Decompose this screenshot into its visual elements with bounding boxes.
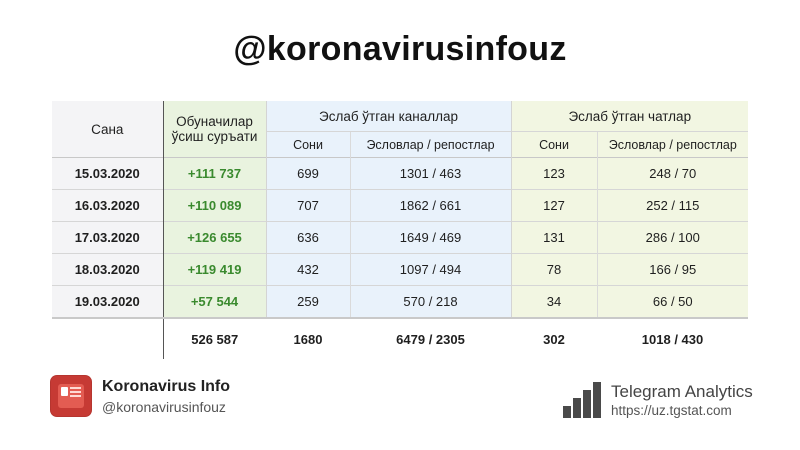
stats-table: Сана Обуначилар ўсиш суръати Эслаб ўтган…	[52, 101, 749, 359]
row-chats-mentions: 252 / 115	[596, 189, 749, 222]
row-growth: +119 419	[162, 253, 267, 286]
total-chats-count: 302	[511, 317, 598, 359]
total-channels-count: 1680	[266, 317, 350, 359]
row-channels-mentions: 570 / 218	[349, 285, 512, 318]
row-chats-mentions: 66 / 50	[596, 285, 749, 318]
row-date: 18.03.2020	[52, 253, 163, 286]
row-chats-mentions: 248 / 70	[596, 157, 749, 190]
table-row: 16.03.2020 +110 089 707 1862 / 661 127 2…	[52, 189, 749, 222]
row-channels-count: 707	[265, 189, 350, 222]
page-title: @koronavirusinfouz	[233, 30, 567, 68]
row-channels-count: 259	[265, 285, 350, 318]
row-chats-mentions: 286 / 100	[596, 221, 749, 254]
total-growth: 526 587	[162, 317, 266, 359]
row-channels-count: 432	[265, 253, 350, 286]
row-channels-mentions: 1097 / 494	[349, 253, 512, 286]
total-chats-mentions: 1018 / 430	[597, 317, 749, 359]
row-growth: +57 544	[162, 285, 267, 318]
header-date: Сана	[52, 101, 163, 158]
analytics-url: https://uz.tgstat.com	[611, 403, 732, 418]
row-channels-mentions: 1862 / 661	[349, 189, 512, 222]
table-row: 17.03.2020 +126 655 636 1649 / 469 131 2…	[52, 221, 749, 254]
brand-handle: @koronavirusinfouz	[102, 399, 226, 415]
total-channels-mentions: 6479 / 2305	[350, 317, 512, 359]
row-growth: +126 655	[162, 221, 267, 254]
row-channels-count: 699	[265, 157, 350, 190]
row-date: 16.03.2020	[52, 189, 163, 222]
table-row: 18.03.2020 +119 419 432 1097 / 494 78 16…	[52, 253, 749, 286]
stats-table-container: Сана Обуначилар ўсиш суръати Эслаб ўтган…	[52, 101, 749, 359]
table-row: 19.03.2020 +57 544 259 570 / 218 34 66 /…	[52, 285, 749, 318]
row-date: 19.03.2020	[52, 285, 163, 318]
header-growth: Обуначилар ўсиш суръати	[162, 101, 267, 158]
brand-name: Koronavirus Info	[102, 378, 231, 395]
row-date: 15.03.2020	[52, 157, 163, 190]
header-channels-group: Эслаб ўтган каналлар	[265, 101, 512, 132]
row-chats-count: 78	[510, 253, 598, 286]
row-channels-mentions: 1649 / 469	[349, 221, 512, 254]
row-channels-count: 636	[265, 221, 350, 254]
header-chats-mentions: Эсловлар / репостлар	[596, 131, 749, 158]
row-chats-count: 34	[510, 285, 598, 318]
header-chats-count: Сони	[510, 131, 598, 158]
row-growth: +110 089	[162, 189, 267, 222]
koronavirus-info-logo-icon	[50, 375, 92, 417]
totals-row: 526 587 1680 6479 / 2305 302 1018 / 430	[52, 317, 749, 359]
header-channels-count: Сони	[265, 131, 350, 158]
row-chats-mentions: 166 / 95	[596, 253, 749, 286]
row-channels-mentions: 1301 / 463	[349, 157, 512, 190]
header-chats-group: Эслаб ўтган чатлар	[510, 101, 749, 132]
row-chats-count: 127	[510, 189, 598, 222]
analytics-name: Telegram Analytics	[611, 382, 753, 401]
row-chats-count: 131	[510, 221, 598, 254]
table-row: 15.03.2020 +111 737 699 1301 / 463 123 2…	[52, 157, 749, 190]
row-growth: +111 737	[162, 157, 267, 190]
row-chats-count: 123	[510, 157, 598, 190]
header-channels-mentions: Эсловлар / репостлар	[349, 131, 512, 158]
bar-chart-icon	[563, 382, 601, 418]
row-date: 17.03.2020	[52, 221, 163, 254]
totals-date-empty	[52, 317, 163, 359]
